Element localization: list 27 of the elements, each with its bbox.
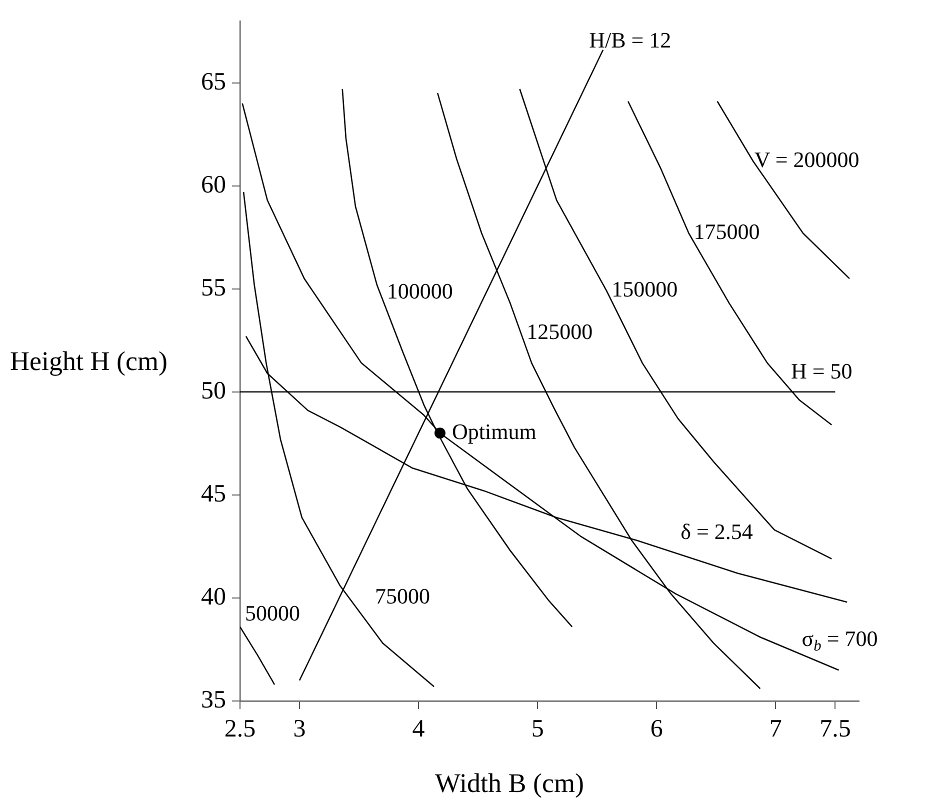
series-label: Optimum	[452, 418, 536, 444]
y-tick-label: 45	[201, 480, 226, 508]
series-label: V = 200000	[754, 147, 860, 172]
series-label: 175000	[694, 219, 760, 244]
x-axis-title: Width B (cm)	[435, 768, 584, 798]
series-label: 75000	[374, 583, 430, 608]
x-tick-label: 5	[531, 716, 544, 743]
series-label: δ = 2.54	[680, 519, 753, 544]
ref-line-label: H = 50	[791, 358, 852, 384]
x-tick-label: 4	[412, 716, 426, 743]
y-tick-label: 50	[201, 377, 226, 404]
series-label: H/B = 12	[589, 28, 672, 53]
x-tick-label: 7.5	[820, 716, 851, 743]
x-tick-label: 2.5	[224, 716, 256, 743]
y-tick-label: 35	[201, 686, 226, 714]
series-label: 50000	[245, 600, 300, 626]
y-tick-label: 40	[201, 584, 226, 611]
y-axis-title: Height H (cm)	[10, 346, 168, 376]
y-tick-label: 65	[201, 68, 226, 96]
series-label: 100000	[386, 278, 453, 304]
series-label: 150000	[612, 276, 678, 302]
y-tick-label: 60	[201, 171, 226, 198]
series-label: 125000	[526, 318, 593, 344]
x-tick-label: 7	[769, 716, 782, 743]
x-tick-label: 6	[650, 716, 663, 743]
y-tick-label: 55	[201, 274, 226, 302]
x-tick-label: 3	[293, 716, 306, 743]
